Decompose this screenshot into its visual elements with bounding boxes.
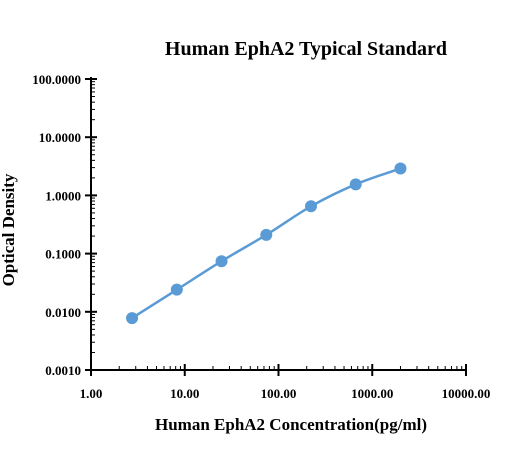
- y-tick-label: 1.0000: [45, 188, 81, 203]
- data-point: [349, 178, 362, 191]
- data-point: [170, 283, 183, 296]
- series-line: [131, 167, 401, 320]
- data-point: [126, 312, 139, 325]
- data-point: [215, 255, 228, 268]
- x-tick-label: 10000.00: [442, 386, 491, 401]
- x-axis-label: Human EphA2 Concentration(pg/ml): [155, 415, 427, 434]
- chart-title: Human EphA2 Typical Standard: [165, 38, 447, 60]
- x-tick-label: 1.00: [80, 386, 103, 401]
- y-tick-label: 0.1000: [45, 247, 81, 262]
- axes: 0.0010 0.0100 0.1000 1.0000 10.0000 100.0000 1…: [32, 72, 490, 401]
- data-point: [394, 162, 407, 175]
- y-tick-label: 0.0010: [45, 363, 81, 378]
- y-tick-label: 0.0100: [45, 305, 81, 320]
- x-tick-label: 1000.00: [351, 386, 393, 401]
- series-layer: [126, 162, 407, 325]
- y-tick-label: 10.0000: [39, 130, 81, 145]
- y-tick-label: 100.0000: [32, 72, 81, 87]
- y-axis-label: Optical Density: [0, 173, 18, 286]
- x-tick-label: 100.00: [261, 386, 297, 401]
- x-tick-label: 10.00: [170, 386, 199, 401]
- data-point: [305, 200, 318, 213]
- data-point: [260, 228, 273, 241]
